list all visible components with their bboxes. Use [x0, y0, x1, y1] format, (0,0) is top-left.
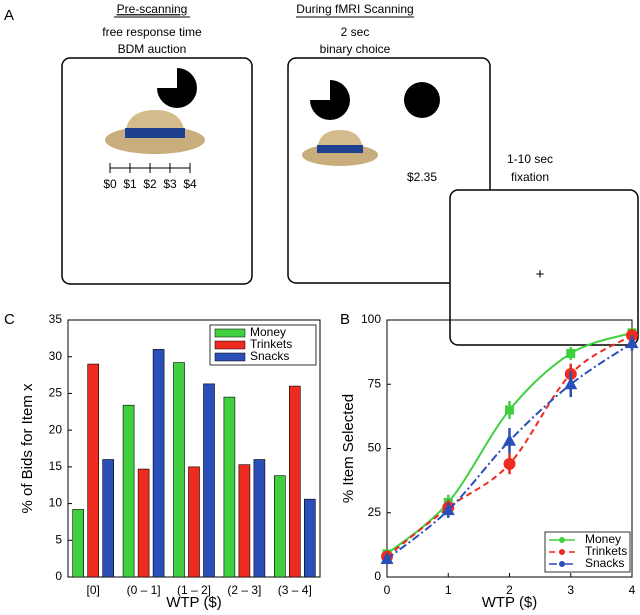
y-tick-label: 0 [374, 569, 381, 583]
legend-label: Money [585, 532, 621, 546]
screen [61, 57, 253, 285]
scale-label: $2 [143, 177, 157, 191]
y-tick-label: 10 [49, 496, 63, 510]
legend-swatch [214, 352, 246, 362]
bar [173, 362, 185, 578]
bar [152, 349, 165, 578]
circle [404, 82, 440, 118]
hat [105, 110, 205, 154]
bar [303, 498, 316, 578]
y-tick-label: 0 [55, 569, 62, 583]
y-tick-label: 5 [55, 532, 62, 546]
bar [238, 464, 251, 578]
pre-title: Pre-scanning [117, 2, 188, 16]
y-tick-label: 15 [49, 459, 63, 473]
fix-line1: 1-10 sec [507, 152, 553, 166]
x-tick-label: (2 – 3] [227, 583, 261, 597]
pacman [310, 80, 350, 120]
point [564, 377, 578, 390]
chart: C 0 5 10 15 20 25 30 35 WTP ($) % of Bids for Item… [4, 311, 321, 611]
hat [302, 130, 378, 166]
legend-swatch [214, 328, 246, 338]
legend-label: Snacks [585, 556, 624, 570]
bar [72, 509, 84, 578]
bar [188, 466, 200, 578]
y-tick-label: 25 [368, 505, 382, 519]
bar [223, 396, 236, 578]
y-axis-label: % of Bids for Item x [19, 383, 36, 514]
x-tick-label: 1 [445, 583, 452, 597]
x-tick-label: 0 [384, 583, 391, 597]
bar [273, 475, 286, 578]
point [503, 433, 516, 446]
x-tick-label: [0] [87, 583, 100, 597]
y-tick-label: 25 [49, 386, 63, 400]
scale: $0 $1 $2 $3 $4 [103, 163, 197, 191]
scale-label: $1 [123, 177, 137, 191]
legend-marker [559, 549, 565, 555]
price: $2.35 [407, 170, 437, 184]
line [386, 342, 633, 560]
y-tick-label: 75 [368, 376, 382, 390]
legend-marker [559, 561, 565, 567]
point [441, 503, 455, 516]
x-tick-label: 4 [629, 583, 636, 597]
screen [449, 189, 639, 346]
fix-line2: fixation [511, 170, 549, 184]
bar [253, 459, 266, 578]
x-tick-label: (0 – 1] [127, 583, 161, 597]
panel-a: A Pre-scanning free response time BDM au… [4, 2, 639, 346]
legend-label: Trinkets [585, 544, 627, 558]
x-axis-label: WTP ($) [166, 594, 222, 611]
scale-label: $0 [103, 177, 117, 191]
y-tick-label: 35 [49, 312, 63, 326]
bar [288, 385, 301, 578]
panel-label: C [4, 311, 15, 328]
bar [203, 383, 215, 578]
y-tick-label: 20 [49, 422, 63, 436]
panel-label: B [340, 311, 350, 328]
pacman [157, 68, 197, 108]
x-tick-label: 3 [567, 583, 574, 597]
y-tick-label: 30 [49, 349, 63, 363]
bar [137, 468, 150, 578]
point [505, 405, 514, 415]
y-axis-label: % Item Selected [340, 394, 357, 503]
panel-label: A [4, 7, 14, 24]
pre-line1: free response time [102, 25, 202, 39]
x-tick-label: (1 – 2] [177, 583, 211, 597]
legend-swatch [214, 340, 246, 350]
point [625, 336, 639, 349]
point [380, 552, 394, 565]
scale-label: $4 [183, 177, 197, 191]
legend-label: Snacks [250, 349, 289, 363]
y-tick-label: 50 [368, 441, 382, 455]
legend-label: Money [250, 325, 286, 339]
pre-line2: BDM auction [118, 42, 187, 56]
y-tick-label: 100 [361, 312, 381, 326]
legend-label: Trinkets [250, 337, 292, 351]
bar [87, 363, 99, 578]
x-axis-label: WTP ($) [482, 594, 538, 611]
bar [122, 404, 135, 578]
scale-label: $3 [163, 177, 177, 191]
scan-line2: binary choice [320, 42, 391, 56]
chart: B 0 25 50 75 100 WTP ($) % Item Selected 0 1 2 3 4 Mo… [340, 311, 639, 611]
point [566, 348, 576, 358]
x-tick-label: 2 [506, 583, 513, 597]
bar [102, 459, 114, 578]
fixation-cross: + [536, 266, 545, 283]
legend-marker [559, 537, 565, 543]
scan-title: During fMRI Scanning [296, 2, 413, 16]
point [503, 457, 516, 470]
scan-line1: 2 sec [341, 25, 370, 39]
x-tick-label: (3 – 4] [278, 583, 312, 597]
